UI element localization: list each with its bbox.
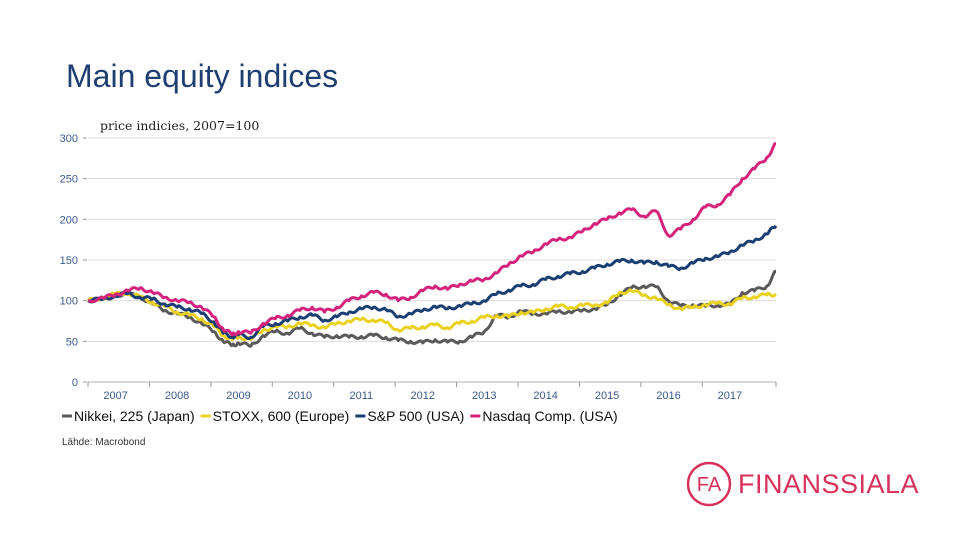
- x-tick-label: 2015: [595, 390, 619, 402]
- x-tick-label: 2007: [103, 390, 127, 402]
- legend-label: STOXX, 600 (Europe): [213, 408, 350, 424]
- x-tick-label: 2014: [533, 390, 557, 402]
- finanssiala-logo: FA FINANSSIALA: [686, 460, 919, 508]
- legend-label: Nasdaq Comp. (USA): [482, 408, 617, 424]
- x-tick-label: 2013: [472, 390, 496, 402]
- page-title: Main equity indices: [66, 58, 339, 94]
- series-line-4: [87, 142, 777, 337]
- y-tick-label: 100: [60, 296, 78, 308]
- x-tick-label: 2017: [718, 390, 742, 402]
- series-line-1: [87, 269, 777, 348]
- y-tick-label: 150: [60, 255, 78, 267]
- y-tick-label: 200: [60, 214, 78, 226]
- legend-label: Nikkei, 225 (Japan): [74, 408, 195, 424]
- x-tick-label: 2011: [350, 390, 374, 402]
- chart-subtitle: price indicies, 2007=100: [100, 118, 260, 133]
- logo-text: FINANSSIALA: [738, 468, 920, 499]
- y-tick-label: 300: [60, 133, 78, 145]
- x-tick-label: 2009: [226, 390, 250, 402]
- series-line-2: [86, 288, 777, 342]
- x-tick-label: 2016: [656, 390, 680, 402]
- series-line-3: [87, 224, 778, 341]
- logo-mark-text: FA: [697, 474, 722, 496]
- y-tick-label: 0: [72, 377, 78, 389]
- legend-label: S&P 500 (USA): [367, 408, 464, 424]
- fa-logo-icon: FA: [686, 461, 732, 507]
- x-tick-label: 2008: [165, 390, 189, 402]
- source-note: Lähde: Macrobond: [62, 437, 146, 448]
- x-tick-label: 2012: [411, 390, 435, 402]
- y-tick-label: 250: [60, 174, 78, 186]
- x-tick-label: 2010: [288, 390, 312, 402]
- y-tick-label: 50: [66, 336, 78, 348]
